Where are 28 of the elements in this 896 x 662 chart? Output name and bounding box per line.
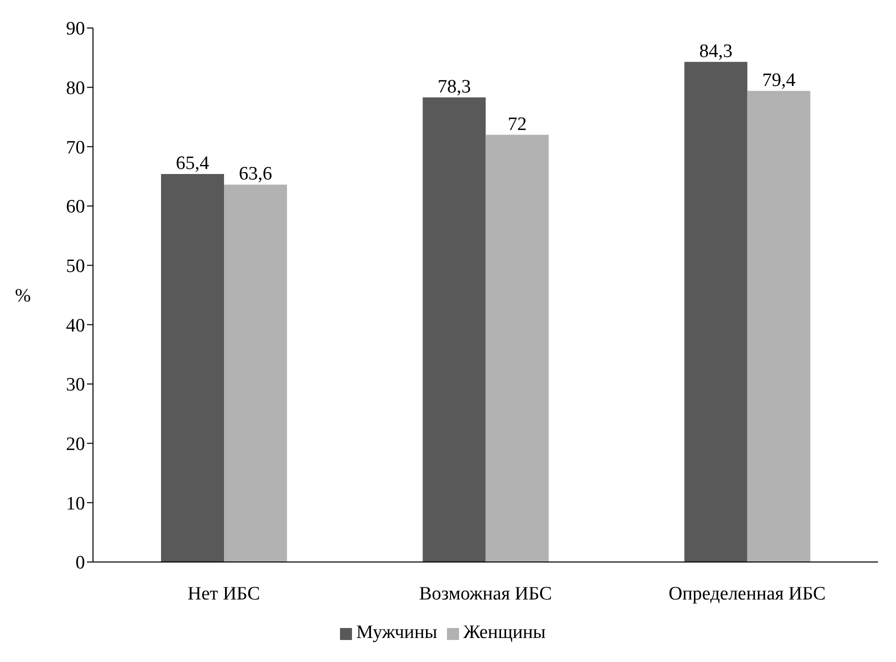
data-label: 79,4 — [762, 70, 796, 91]
y-tick-label: 0 — [76, 552, 85, 574]
data-label: 78,3 — [438, 76, 471, 98]
legend-label: Мужчины — [356, 622, 438, 643]
legend-label: Женщины — [463, 622, 546, 643]
bar — [224, 184, 288, 562]
bar — [684, 62, 748, 562]
data-label: 63,6 — [238, 164, 272, 185]
bar — [422, 97, 486, 562]
bar — [747, 90, 810, 562]
bar — [486, 134, 549, 562]
x-tick-label: Возможная ИБС — [419, 583, 552, 604]
y-tick-label: 50 — [66, 256, 85, 278]
data-label: 65,4 — [176, 152, 210, 174]
y-tick-label: 30 — [66, 374, 85, 396]
x-tick-label: Нет ИБС — [188, 583, 260, 604]
y-axis-title: % — [15, 286, 31, 307]
y-tick-label: 70 — [66, 137, 85, 158]
x-tick-label: Определенная ИБС — [668, 583, 826, 604]
y-tick-label: 10 — [66, 493, 85, 514]
y-tick-label: 90 — [66, 18, 85, 40]
bar — [161, 174, 224, 562]
y-tick-label: 20 — [66, 434, 85, 456]
y-tick-label: 80 — [66, 78, 85, 100]
data-label: 84,3 — [699, 40, 732, 62]
y-tick-label: 60 — [66, 196, 85, 218]
data-label: 72 — [508, 114, 527, 135]
y-tick-label: 40 — [66, 315, 85, 336]
